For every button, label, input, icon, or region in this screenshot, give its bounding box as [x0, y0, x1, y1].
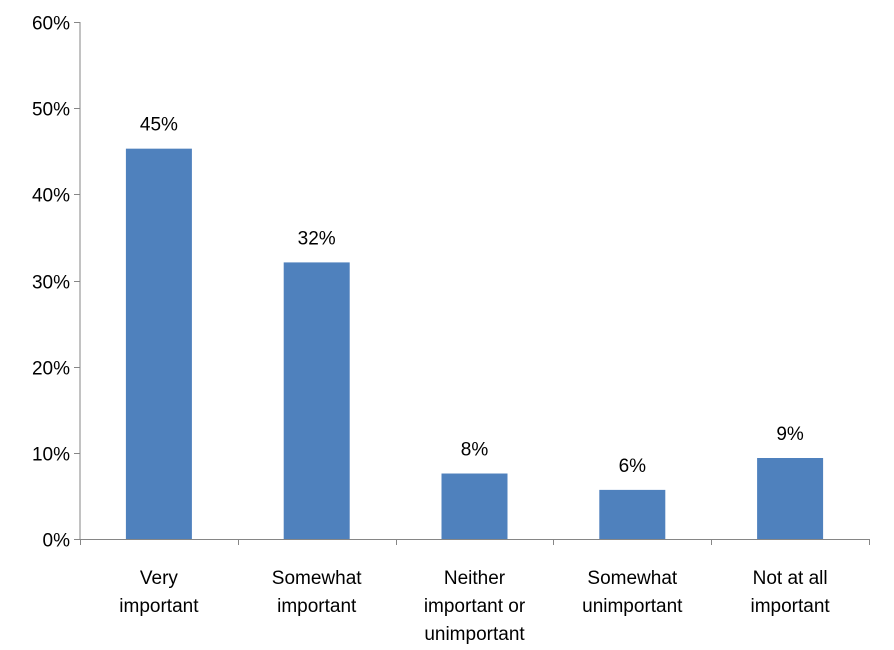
- x-category-label: important: [119, 596, 199, 617]
- y-tick-label: 20%: [32, 359, 70, 380]
- data-labels: 45% 32% 8% 6% 9%: [140, 115, 804, 477]
- x-category-label: Not at all: [753, 568, 828, 589]
- y-tick-label: 30%: [32, 273, 70, 294]
- x-category-label: unimportant: [424, 624, 525, 645]
- x-category-label: Somewhat: [587, 568, 677, 589]
- x-category-label: Neither: [444, 568, 506, 589]
- y-tick-label: 40%: [32, 186, 70, 207]
- y-axis: 0% 10% 20% 30% 40% 50% 60%: [32, 14, 81, 552]
- bar: [125, 148, 192, 540]
- data-label: 6%: [619, 456, 647, 477]
- x-axis: Very important Somewhat important Neither imp…: [80, 539, 870, 645]
- y-tick-label: 10%: [32, 445, 70, 466]
- x-category-label: important or: [424, 596, 526, 617]
- bar: [441, 473, 508, 539]
- bars: [125, 148, 824, 540]
- data-label: 8%: [461, 440, 489, 461]
- y-tick-label: 50%: [32, 100, 70, 121]
- y-tick-label: 0%: [43, 531, 71, 552]
- data-label: 32%: [298, 228, 336, 249]
- x-category-label: unimportant: [582, 596, 683, 617]
- data-label: 9%: [776, 424, 804, 445]
- x-category-label: Somewhat: [272, 568, 362, 589]
- x-category-label: important: [750, 596, 830, 617]
- data-label: 45%: [140, 115, 178, 136]
- x-category-label: important: [277, 596, 357, 617]
- bar: [599, 489, 666, 539]
- x-category-label: Very: [140, 568, 179, 589]
- bar: [283, 262, 350, 539]
- y-tick-label: 60%: [32, 14, 70, 35]
- bar: [757, 458, 824, 539]
